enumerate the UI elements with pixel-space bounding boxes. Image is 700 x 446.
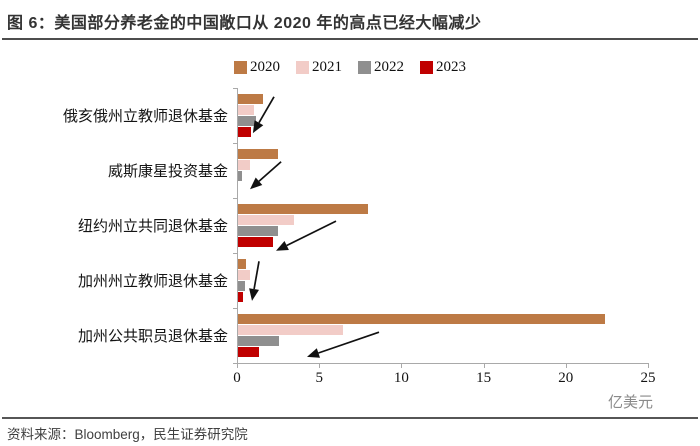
bar-2022 bbox=[238, 281, 246, 291]
bar-2023 bbox=[238, 347, 260, 357]
bar-2021 bbox=[238, 215, 294, 225]
bar-2023 bbox=[238, 237, 273, 247]
bar-2023 bbox=[238, 127, 252, 137]
source-note: 资料来源：Bloomberg，民生证券研究院 bbox=[7, 427, 248, 442]
legend-label: 2023 bbox=[436, 59, 466, 75]
bar-2020 bbox=[238, 259, 247, 269]
y-axis-tick bbox=[233, 88, 237, 89]
bar-2022 bbox=[238, 116, 257, 126]
x-axis-tick-label: 10 bbox=[393, 370, 409, 386]
bar-2021 bbox=[238, 270, 250, 280]
x-axis-tick-label: 0 bbox=[233, 370, 241, 386]
plot-area bbox=[237, 88, 649, 364]
category-label: 加州公共职员退休基金 bbox=[77, 329, 228, 345]
legend-swatch bbox=[234, 61, 247, 74]
legend-swatch bbox=[420, 61, 433, 74]
bar-2021 bbox=[238, 160, 250, 170]
category-label: 威斯康星投资基金 bbox=[107, 164, 228, 180]
legend-item-2020: 2020 bbox=[234, 59, 280, 76]
x-axis-tick bbox=[319, 364, 321, 368]
legend-item-2022: 2022 bbox=[358, 59, 404, 76]
footer-divider bbox=[2, 417, 698, 419]
legend-label: 2021 bbox=[312, 59, 342, 75]
legend-swatch bbox=[296, 61, 309, 74]
category-label: 俄亥俄州立教师退休基金 bbox=[62, 109, 228, 125]
x-axis-tick-label: 5 bbox=[315, 370, 323, 386]
x-axis-tick-label: 25 bbox=[640, 370, 656, 386]
bar-2022 bbox=[238, 336, 280, 346]
x-axis-tick bbox=[237, 364, 238, 368]
y-axis-tick bbox=[233, 198, 237, 199]
bar-2022 bbox=[238, 171, 243, 181]
axis-unit-label: 亿美元 bbox=[607, 395, 653, 411]
category-label: 纽约州立共同退休基金 bbox=[77, 219, 228, 235]
legend-label: 2020 bbox=[250, 59, 280, 75]
bar-2022 bbox=[238, 226, 278, 236]
legend-label: 2022 bbox=[374, 59, 404, 75]
legend-swatch bbox=[358, 61, 371, 74]
bar-2023 bbox=[238, 292, 243, 302]
y-axis-tick bbox=[233, 363, 237, 364]
bar-2020 bbox=[238, 314, 605, 324]
y-axis-tick bbox=[233, 253, 237, 254]
legend-item-2021: 2021 bbox=[296, 59, 342, 76]
figure-title: 图 6：美国部分养老金的中国敞口从 2020 年的高点已经大幅减少 bbox=[7, 15, 482, 32]
x-axis-tick bbox=[483, 364, 485, 368]
title-divider bbox=[2, 38, 698, 40]
bar-2020 bbox=[238, 204, 368, 214]
bar-2021 bbox=[238, 325, 344, 335]
x-axis-tick bbox=[648, 364, 649, 368]
bar-2020 bbox=[238, 149, 278, 159]
category-label: 加州州立教师退休基金 bbox=[77, 274, 228, 290]
y-axis-tick bbox=[233, 308, 237, 309]
chart-legend: 2020 2021 2022 2023 bbox=[0, 59, 700, 76]
x-axis-tick bbox=[401, 364, 403, 368]
x-axis-tick bbox=[565, 364, 567, 368]
y-axis-tick bbox=[233, 143, 237, 144]
x-axis-tick-label: 20 bbox=[558, 370, 574, 386]
x-axis-tick-label: 15 bbox=[476, 370, 492, 386]
bar-2020 bbox=[238, 94, 263, 104]
bar-2021 bbox=[238, 105, 255, 115]
legend-item-2023: 2023 bbox=[420, 59, 466, 76]
